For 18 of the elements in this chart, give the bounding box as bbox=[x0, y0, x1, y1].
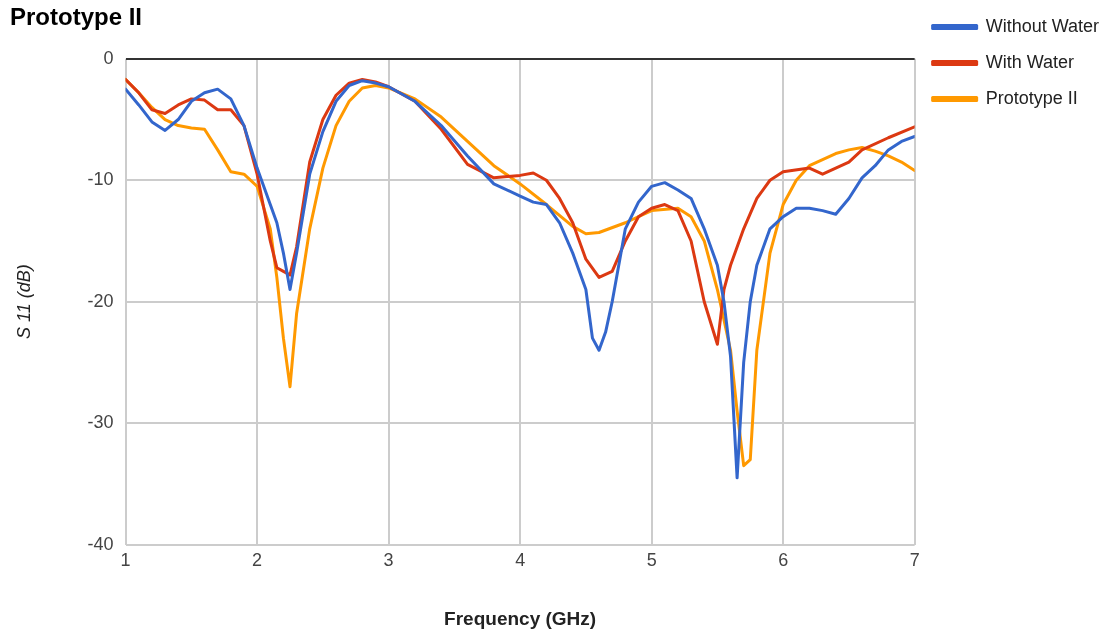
y-tick-label: -30 bbox=[87, 412, 114, 433]
x-tick-label: 3 bbox=[383, 550, 394, 571]
legend-label: With Water bbox=[985, 51, 1074, 72]
x-tick-label: 7 bbox=[909, 550, 920, 571]
chart-title: Prototype II bbox=[10, 3, 143, 31]
x-tick-label: 6 bbox=[778, 550, 789, 571]
y-tick-label: -20 bbox=[87, 290, 114, 311]
y-tick-label: -10 bbox=[87, 169, 114, 190]
x-axis-title: Frequency (GHz) bbox=[444, 607, 597, 629]
x-tick-label: 2 bbox=[252, 550, 263, 571]
legend-label: Prototype II bbox=[985, 87, 1078, 108]
y-tick-label: -40 bbox=[87, 533, 114, 554]
y-tick-label: 0 bbox=[103, 47, 114, 68]
legend-label: Without Water bbox=[985, 15, 1100, 36]
y-axis-title: S 11 (dB) bbox=[13, 264, 34, 340]
x-tick-label: 1 bbox=[120, 550, 131, 571]
x-tick-label: 4 bbox=[515, 550, 526, 571]
x-tick-label: 5 bbox=[646, 550, 657, 571]
